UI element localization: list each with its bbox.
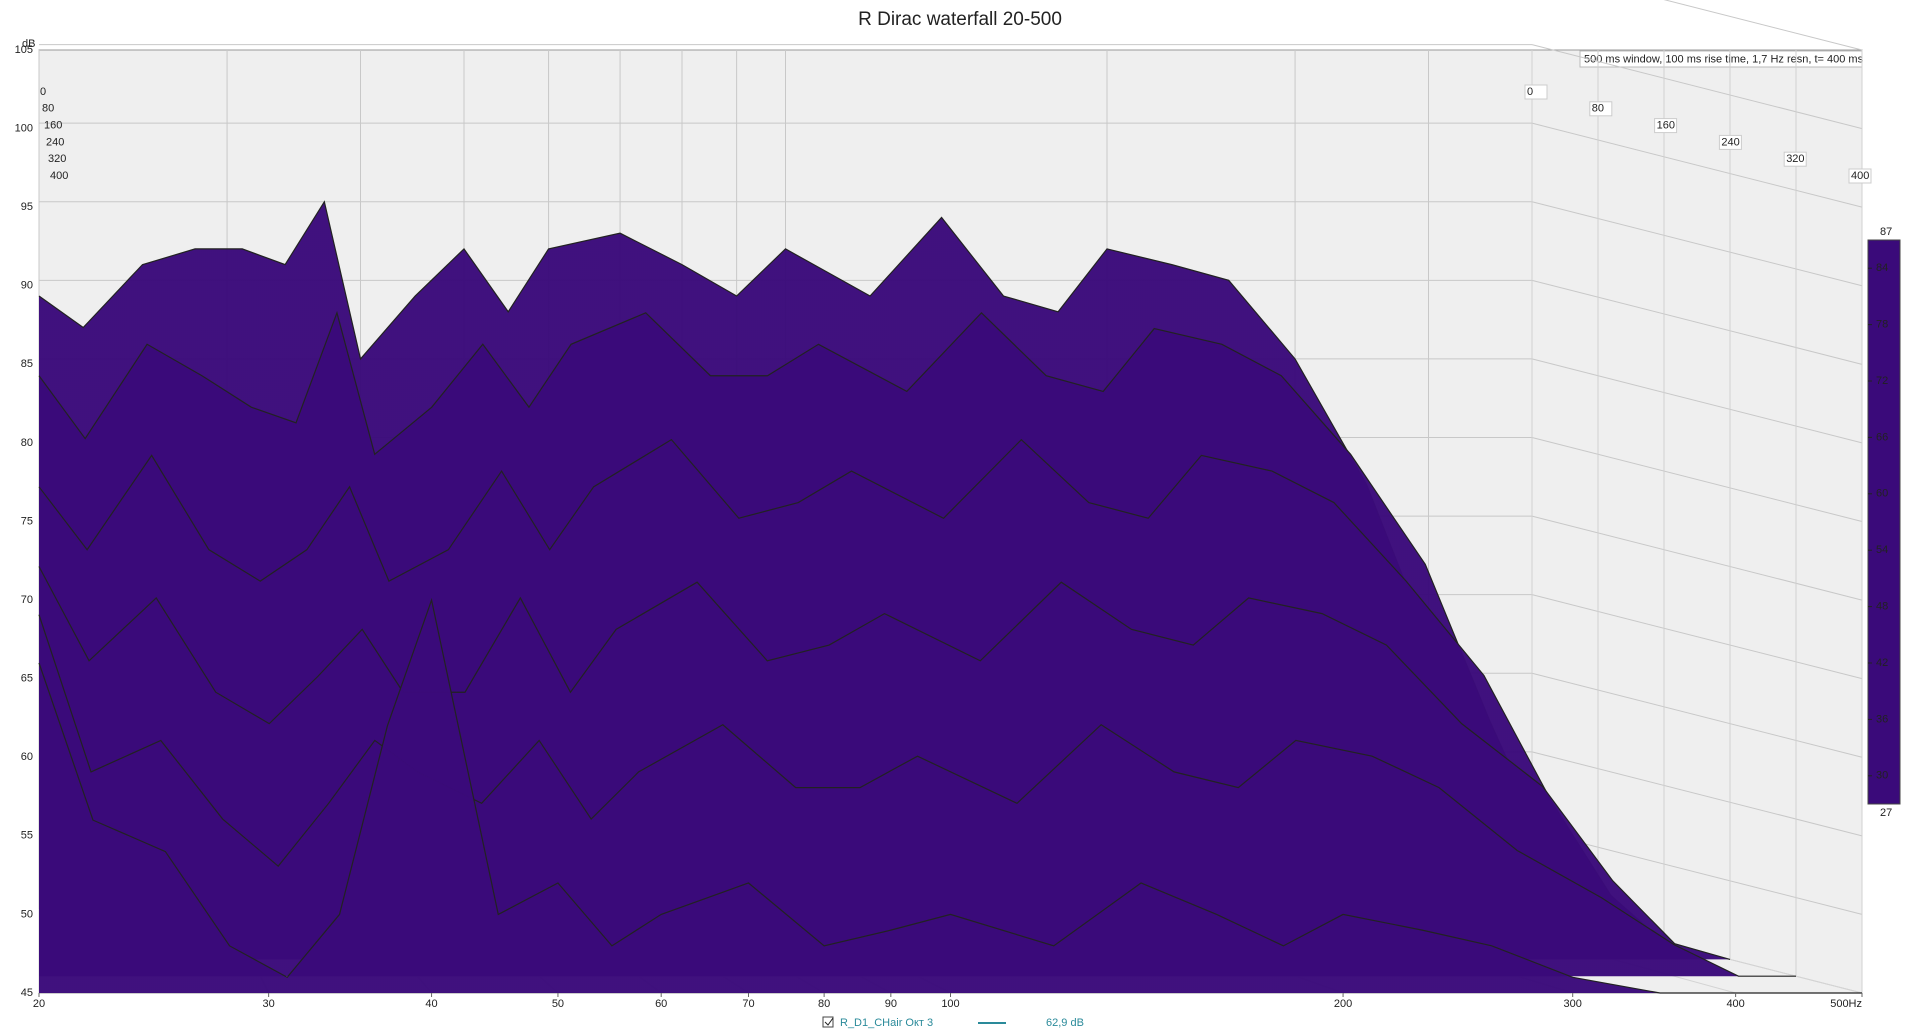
grid-line — [1531, 122, 1863, 208]
colorbar-tick-label: 60 — [1876, 488, 1888, 500]
colorbar-tick-label: 78 — [1876, 319, 1888, 331]
x-tick-label: 20 — [33, 998, 45, 1010]
colorbar-max: 87 — [1880, 226, 1892, 238]
z-tick-label: 400 — [1851, 170, 1869, 182]
z-tick-box — [1848, 168, 1872, 184]
x-tick-label: 300 — [1564, 998, 1582, 1010]
grid-line — [1531, 201, 1863, 287]
y-tick-label: 80 — [21, 437, 33, 449]
x-tick-label: 60 — [655, 998, 667, 1010]
y-tick-label: 105 — [15, 44, 33, 56]
colorbar-tick-label: 42 — [1876, 657, 1888, 669]
grid-line — [1531, 515, 1863, 601]
z-tick-box — [1589, 101, 1613, 117]
z-tick-label: 240 — [1721, 136, 1739, 148]
colorbar-tick-label: 84 — [1876, 262, 1888, 274]
z-tick-label: 240 — [46, 136, 64, 148]
x-tick-label: 50 — [552, 998, 564, 1010]
y-tick-label: 60 — [21, 751, 33, 763]
colorbar-min: 27 — [1880, 807, 1892, 819]
slice-line — [38, 200, 1533, 910]
grid-line — [1531, 279, 1863, 365]
colorbar-tick-label: 30 — [1876, 770, 1888, 782]
y-tick-label: 55 — [21, 830, 33, 842]
y-tick-label: 50 — [21, 908, 33, 920]
grid-line — [1531, 751, 1863, 837]
x-tick-label: 70 — [742, 998, 754, 1010]
chart-title: R Dirac waterfall 20-500 — [858, 9, 1062, 30]
z-tick-label: 0 — [40, 86, 46, 98]
y-tick-label: 65 — [21, 673, 33, 685]
legend-checkbox[interactable] — [822, 1016, 834, 1028]
legend-name: R_D1_CHair Окт 3 — [840, 1017, 933, 1029]
x-tick-label: 30 — [263, 998, 275, 1010]
grid-line — [1531, 437, 1863, 522]
x-tick-label: 400 — [1726, 998, 1744, 1010]
colorbar — [1867, 239, 1901, 805]
colorbar-tick-label: 72 — [1876, 375, 1888, 387]
y-tick-label: 70 — [21, 594, 33, 606]
x-tick-label: 40 — [425, 998, 437, 1010]
x-tick-label: 100 — [941, 998, 959, 1010]
grid-line — [1531, 44, 1863, 130]
z-tick-label: 320 — [48, 153, 66, 165]
grid-line — [1531, 358, 1863, 444]
z-tick-label: 160 — [1657, 120, 1675, 132]
grid-line — [1531, 594, 1863, 680]
slice-line — [38, 614, 1796, 977]
colorbar-tick-label: 48 — [1876, 601, 1888, 613]
x-tick-label: 90 — [885, 998, 897, 1010]
z-tick-label: 160 — [44, 120, 62, 132]
z-tick-label: 320 — [1786, 153, 1804, 165]
z-tick-label: 80 — [42, 103, 54, 115]
z-tick-box — [1524, 84, 1548, 100]
y-tick-label: 90 — [21, 280, 33, 292]
z-tick-label: 400 — [50, 170, 68, 182]
colorbar-tick-label: 66 — [1876, 431, 1888, 443]
y-tick-label: 75 — [21, 515, 33, 527]
x-tick-label: 500Hz — [1830, 998, 1862, 1010]
y-tick-label: 95 — [21, 201, 33, 213]
z-tick-box — [1783, 151, 1807, 167]
slice-line — [38, 597, 1862, 994]
z-tick-box — [1718, 134, 1742, 150]
grid-line — [1663, 0, 1863, 51]
x-tick-label: 80 — [818, 998, 830, 1010]
check-mark — [824, 1017, 834, 1026]
legend-value: 62,9 dB — [1046, 1017, 1084, 1029]
slice-line — [38, 566, 1731, 960]
grid-line — [1531, 829, 1863, 915]
z-tick-box — [1654, 118, 1678, 134]
slice-line — [38, 310, 1599, 927]
colorbar-tick-label: 36 — [1876, 713, 1888, 725]
x-tick-label: 200 — [1334, 998, 1352, 1010]
y-tick-label: 45 — [21, 987, 33, 999]
z-tick-label: 80 — [1592, 103, 1604, 115]
y-axis-label: dB — [22, 38, 35, 50]
colorbar-tick-label: 54 — [1876, 544, 1888, 556]
grid-line — [1531, 672, 1863, 758]
z-tick-label: 0 — [1527, 86, 1533, 98]
info-text: 500 ms window, 100 ms rise time, 1,7 Hz … — [1584, 53, 1864, 65]
slice-line — [38, 438, 1665, 944]
y-tick-label: 85 — [21, 358, 33, 370]
y-tick-label: 100 — [15, 122, 33, 134]
